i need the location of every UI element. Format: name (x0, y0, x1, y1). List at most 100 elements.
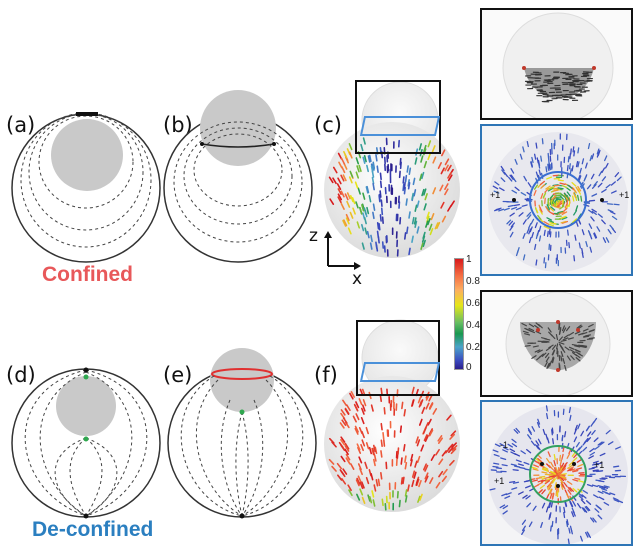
director-stroke (525, 495, 531, 500)
director-stroke (526, 502, 532, 508)
director-stroke (586, 484, 593, 487)
director-stroke (599, 441, 605, 446)
defect-label: +1 (619, 190, 630, 200)
director-stroke (552, 201, 557, 207)
director-stroke (613, 465, 620, 468)
red-contact-ring (211, 368, 273, 380)
director-stroke (512, 481, 520, 484)
director-stroke (576, 467, 583, 471)
field-line (85, 371, 133, 517)
director-stroke (514, 453, 521, 457)
director-stroke (344, 156, 350, 164)
director-stroke (596, 148, 600, 155)
director-stroke (553, 197, 558, 204)
director-stroke (434, 222, 439, 230)
director-stroke (607, 441, 614, 446)
director-stroke (449, 459, 455, 466)
director-stroke (559, 459, 563, 466)
director-stroke (609, 492, 616, 496)
director-stroke (551, 344, 557, 350)
director-stroke (523, 461, 530, 465)
director-stroke (352, 415, 357, 423)
director-stroke (604, 155, 608, 162)
director-stroke (546, 230, 549, 238)
director-stroke (513, 203, 520, 207)
director-stroke (598, 480, 605, 483)
director-stroke (592, 469, 599, 472)
director-stroke (594, 508, 600, 513)
panel-f-sphere (324, 319, 460, 512)
director-stroke (349, 211, 354, 219)
director-stroke (360, 143, 364, 152)
director-stroke (531, 479, 539, 482)
director-stroke (535, 330, 542, 335)
director-stroke (404, 461, 408, 470)
panel-label-d: (d) (6, 363, 36, 387)
director-stroke (382, 432, 385, 440)
director-stroke (527, 427, 532, 434)
director-stroke (587, 142, 591, 150)
director-stroke (601, 490, 608, 494)
director-stroke (545, 433, 549, 440)
director-stroke (568, 406, 571, 414)
director-stroke (574, 234, 577, 241)
director-stroke (357, 475, 362, 483)
director-stroke (361, 496, 366, 505)
director-stroke (593, 494, 599, 499)
director-stroke (366, 185, 370, 194)
director-stroke (449, 433, 456, 440)
director-stroke (539, 484, 546, 489)
director-stroke (345, 213, 350, 222)
director-stroke (573, 150, 576, 157)
director-stroke (534, 324, 540, 329)
director-stroke (541, 502, 546, 509)
director-stroke (535, 440, 540, 446)
director-stroke (404, 174, 408, 183)
director-stroke (545, 405, 548, 412)
defect-dot (592, 66, 596, 70)
director-stroke (578, 445, 583, 451)
director-stroke (522, 494, 528, 499)
director-stroke (578, 175, 582, 182)
director-stroke (582, 446, 588, 452)
director-stroke (400, 477, 404, 485)
director-stroke (542, 467, 549, 471)
director-stroke (557, 179, 564, 182)
director-stroke (552, 438, 555, 445)
director-stroke (346, 404, 351, 412)
director-stroke (539, 209, 543, 215)
director-stroke (416, 455, 421, 464)
director-stroke (552, 189, 559, 192)
director-stroke (550, 200, 554, 207)
director-stroke (617, 499, 624, 504)
director-stroke (364, 227, 368, 235)
director-stroke (541, 471, 548, 474)
director-stroke (591, 183, 597, 189)
field-line (241, 399, 264, 517)
director-stroke (553, 454, 556, 461)
director-stroke (569, 468, 576, 472)
director-stroke (362, 399, 367, 407)
director-stroke (526, 448, 532, 454)
director-stroke (511, 438, 517, 444)
director-stroke (558, 328, 561, 335)
panel-a-diagram (11, 112, 161, 263)
director-stroke (528, 327, 535, 332)
director-stroke (568, 461, 574, 466)
director-stroke (344, 448, 349, 456)
field-line (193, 133, 283, 207)
director-stroke (425, 402, 430, 410)
panel-c-zoom-box (355, 80, 441, 154)
director-stroke (370, 473, 374, 481)
director-stroke (418, 479, 422, 488)
director-stroke (371, 490, 375, 498)
director-stroke (572, 146, 575, 153)
director-stroke (563, 462, 568, 468)
director-stroke (548, 481, 553, 487)
director-stroke (546, 477, 553, 481)
director-stroke (550, 429, 553, 436)
director-stroke (556, 200, 562, 206)
director-stroke (358, 164, 362, 173)
director-stroke (537, 349, 543, 354)
director-stroke (575, 354, 581, 359)
